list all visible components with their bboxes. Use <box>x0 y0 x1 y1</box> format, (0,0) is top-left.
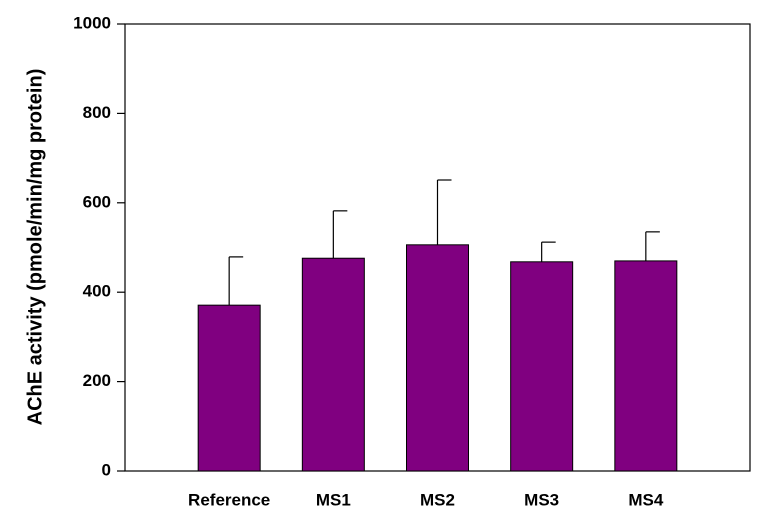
error-bar <box>436 179 452 245</box>
y-tick-label: 1000 <box>73 13 111 32</box>
bar <box>301 257 365 472</box>
y-tick-label: 0 <box>102 460 111 479</box>
x-tick-label: MS4 <box>628 490 664 509</box>
bar <box>197 304 261 472</box>
bar <box>510 261 574 472</box>
x-tick-label: Reference <box>188 490 270 509</box>
x-tick-label: MS3 <box>524 490 559 509</box>
error-bar <box>332 210 348 259</box>
y-tick-label: 400 <box>83 282 111 301</box>
bar <box>406 244 469 472</box>
x-tick-label: MS1 <box>316 490 351 509</box>
y-tick-label: 800 <box>83 103 111 122</box>
y-tick-label: 600 <box>83 192 111 211</box>
y-axis-label: AChE activity (pmole/min/mg protein) <box>24 69 46 426</box>
x-tick-label: MS2 <box>420 490 455 509</box>
y-tick-label: 200 <box>83 371 111 390</box>
error-bar <box>645 231 660 261</box>
error-bar <box>228 256 244 306</box>
error-bar <box>541 241 556 262</box>
bar <box>614 260 678 472</box>
